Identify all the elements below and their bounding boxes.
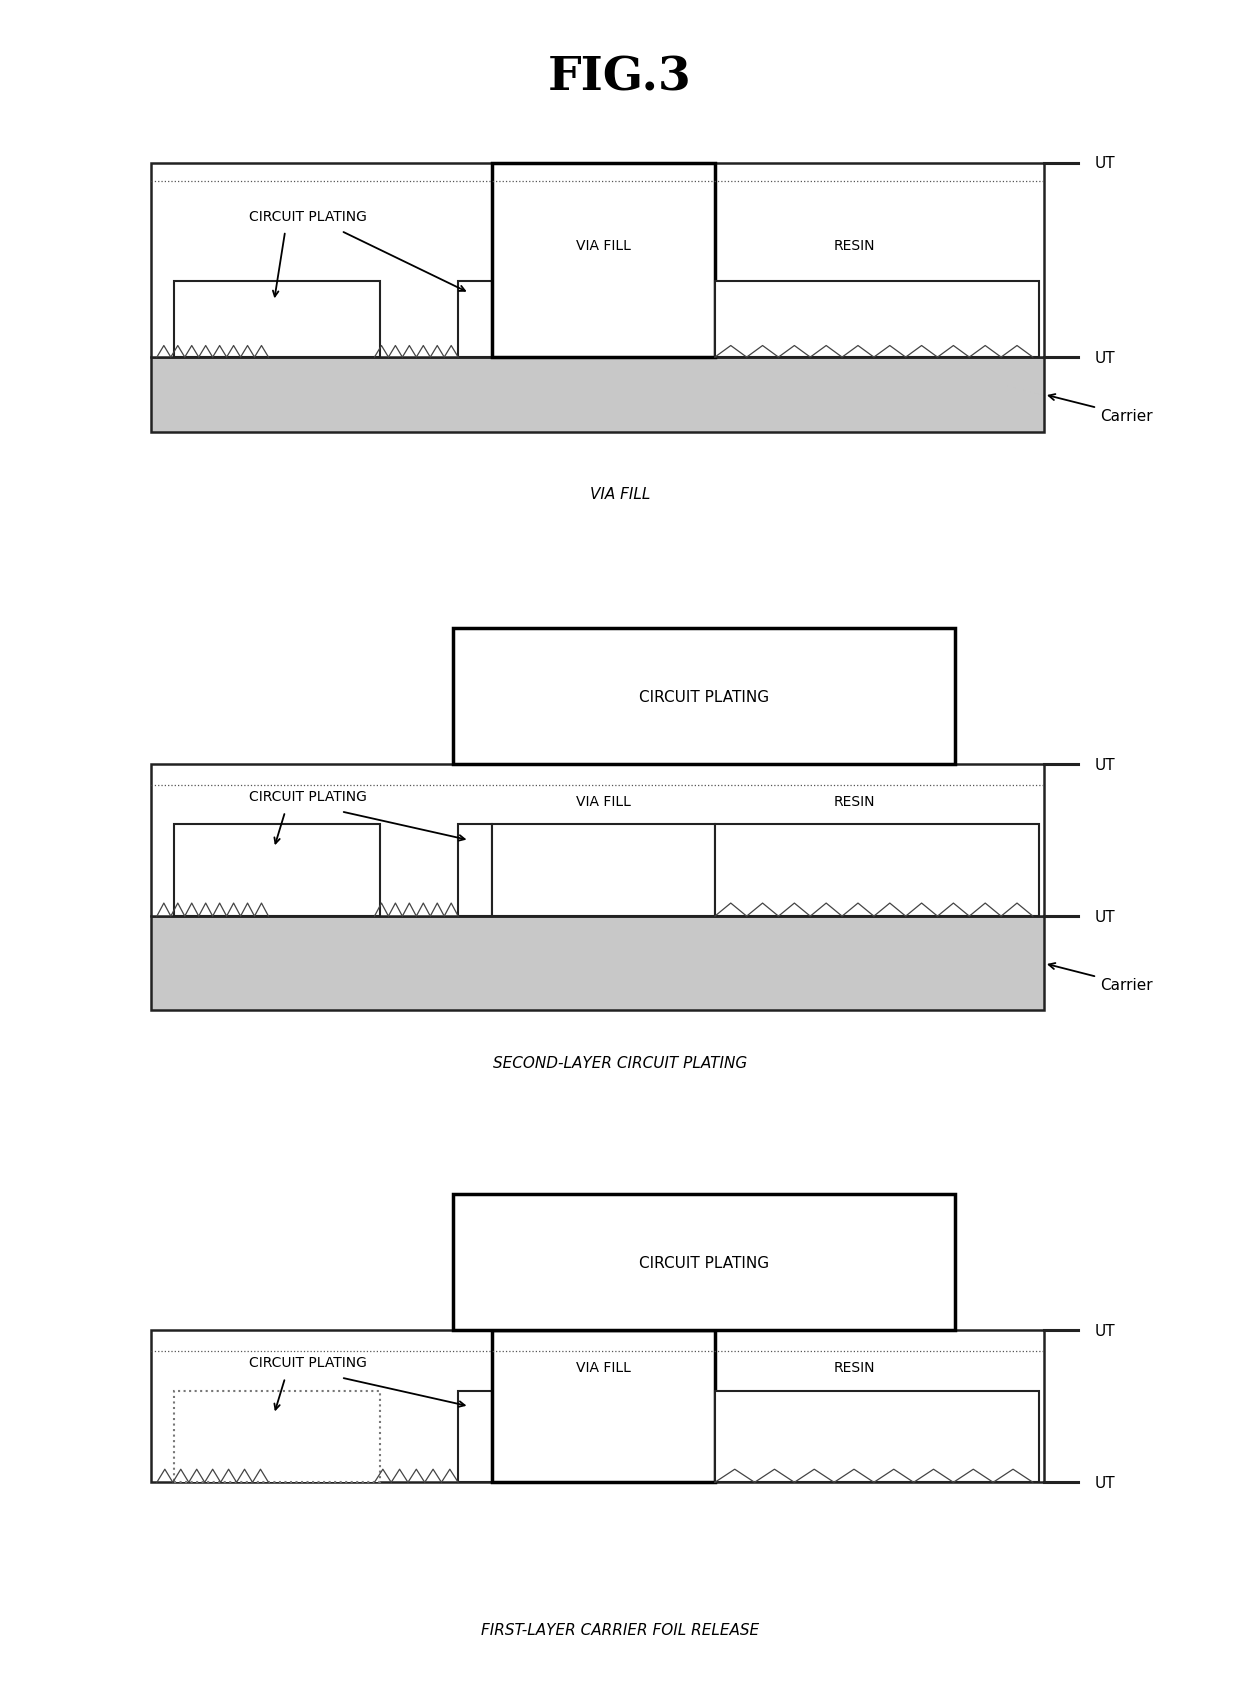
Text: Carrier: Carrier <box>1049 395 1152 424</box>
Bar <box>714 282 1039 358</box>
Text: CIRCUIT PLATING: CIRCUIT PLATING <box>248 1355 367 1370</box>
Text: UT: UT <box>1095 155 1115 171</box>
Bar <box>174 282 381 358</box>
Text: VIA FILL: VIA FILL <box>575 794 631 809</box>
Bar <box>151 1331 1044 1483</box>
Bar <box>491 164 714 358</box>
Text: FIG.3: FIG.3 <box>548 54 692 100</box>
Text: CIRCUIT PLATING: CIRCUIT PLATING <box>639 1255 769 1270</box>
Bar <box>151 164 1044 358</box>
Text: UT: UT <box>1095 1474 1115 1490</box>
Text: Carrier: Carrier <box>1049 963 1152 991</box>
Text: UT: UT <box>1095 909 1115 924</box>
Text: FIRST-LAYER CARRIER FOIL RELEASE: FIRST-LAYER CARRIER FOIL RELEASE <box>481 1621 759 1637</box>
Text: CIRCUIT PLATING: CIRCUIT PLATING <box>248 789 367 804</box>
Text: VIA FILL: VIA FILL <box>590 486 650 502</box>
Text: UT: UT <box>1095 350 1115 365</box>
Bar <box>491 824 714 917</box>
Text: SECOND-LAYER CIRCUIT PLATING: SECOND-LAYER CIRCUIT PLATING <box>492 1056 748 1071</box>
Bar <box>714 824 1039 917</box>
Bar <box>714 1390 1039 1483</box>
Text: VIA FILL: VIA FILL <box>575 240 631 253</box>
Bar <box>151 765 1044 917</box>
Text: UT: UT <box>1095 1322 1115 1338</box>
Text: RESIN: RESIN <box>833 240 875 253</box>
Bar <box>174 824 381 917</box>
Bar <box>453 628 955 765</box>
Bar <box>459 282 491 358</box>
Bar <box>453 1194 955 1331</box>
Bar <box>174 1390 381 1483</box>
Text: RESIN: RESIN <box>833 1360 875 1375</box>
Bar <box>491 1331 714 1483</box>
Text: CIRCUIT PLATING: CIRCUIT PLATING <box>248 209 367 225</box>
Bar <box>151 358 1044 432</box>
Bar <box>459 824 491 917</box>
Bar <box>151 917 1044 1010</box>
Text: CIRCUIT PLATING: CIRCUIT PLATING <box>639 689 769 704</box>
Text: VIA FILL: VIA FILL <box>575 1360 631 1375</box>
Bar <box>459 1390 491 1483</box>
Text: RESIN: RESIN <box>833 794 875 809</box>
Text: UT: UT <box>1095 757 1115 772</box>
